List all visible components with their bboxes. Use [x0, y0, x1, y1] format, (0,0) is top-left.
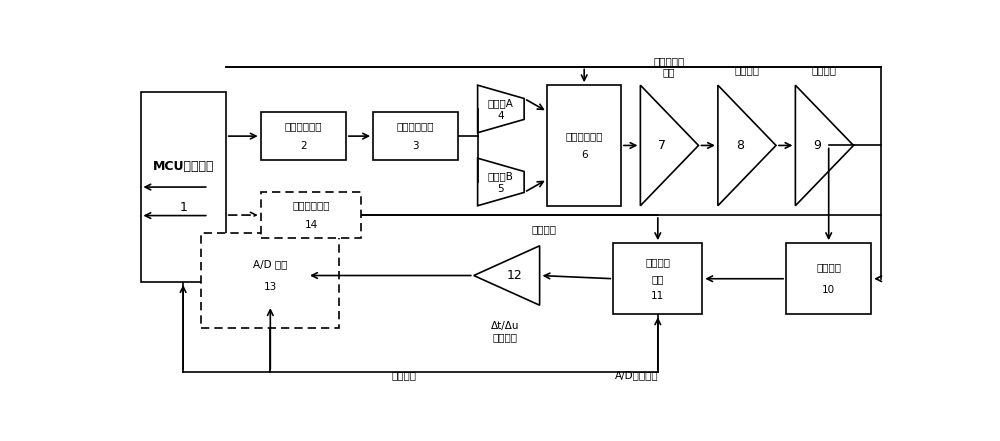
- Text: 6: 6: [581, 150, 588, 160]
- Text: 11: 11: [651, 291, 664, 301]
- Text: 发送驱动电路: 发送驱动电路: [285, 122, 322, 131]
- Text: 积分控制: 积分控制: [645, 257, 670, 267]
- FancyBboxPatch shape: [547, 85, 621, 206]
- Text: 3: 3: [412, 141, 419, 151]
- Text: 12: 12: [507, 269, 522, 282]
- Text: 接收切换开关: 接收切换开关: [565, 131, 603, 141]
- FancyBboxPatch shape: [234, 246, 307, 305]
- Text: 2: 2: [300, 141, 307, 151]
- Text: 13: 13: [264, 282, 277, 292]
- Text: 开关: 开关: [652, 274, 664, 284]
- Text: MCU控制单元: MCU控制单元: [152, 160, 214, 173]
- Text: 9: 9: [814, 139, 821, 152]
- Text: 整形电路: 整形电路: [812, 65, 837, 75]
- Text: 发送切换开关: 发送切换开关: [397, 122, 434, 131]
- Text: A/D启动信号: A/D启动信号: [615, 370, 658, 381]
- Text: 10: 10: [822, 285, 835, 295]
- FancyBboxPatch shape: [140, 92, 226, 282]
- Text: 标准延时模块: 标准延时模块: [292, 201, 330, 210]
- Text: 5: 5: [498, 184, 504, 194]
- Text: 1: 1: [179, 201, 187, 214]
- Text: 换能器B: 换能器B: [488, 171, 514, 181]
- Text: 14: 14: [304, 220, 318, 230]
- Text: 7: 7: [658, 139, 666, 152]
- FancyBboxPatch shape: [786, 243, 871, 314]
- FancyBboxPatch shape: [201, 233, 339, 328]
- FancyBboxPatch shape: [261, 192, 361, 238]
- Text: A/D 模块: A/D 模块: [253, 259, 288, 269]
- Text: 8: 8: [736, 139, 744, 152]
- Text: 放大电路: 放大电路: [734, 65, 759, 75]
- FancyBboxPatch shape: [261, 112, 346, 160]
- Text: 放大、滤波
电路: 放大、滤波 电路: [653, 56, 685, 77]
- Text: 控制信号: 控制信号: [392, 370, 416, 381]
- Text: 4: 4: [498, 112, 504, 121]
- Text: 参考电压: 参考电压: [531, 224, 556, 235]
- FancyBboxPatch shape: [613, 243, 702, 314]
- Text: Δt/Δu
积分电路: Δt/Δu 积分电路: [490, 321, 519, 342]
- FancyBboxPatch shape: [373, 112, 458, 160]
- Text: 换能器A: 换能器A: [488, 98, 514, 108]
- Text: 鉴相电路: 鉴相电路: [816, 262, 841, 273]
